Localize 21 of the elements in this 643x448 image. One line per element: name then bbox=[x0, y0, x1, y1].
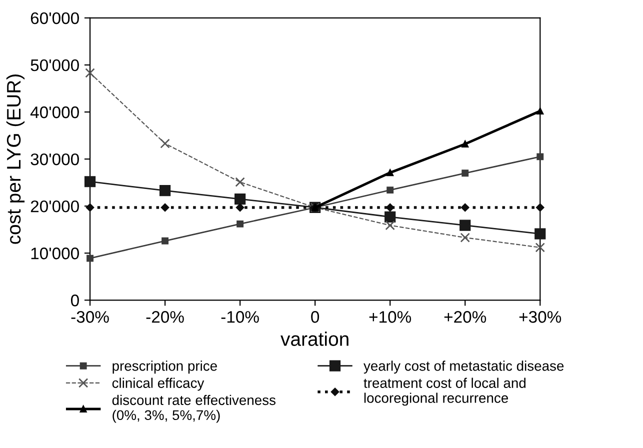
legend-label: yearly cost of metastatic disease bbox=[364, 360, 564, 374]
x-tick-label: -10% bbox=[221, 311, 259, 323]
x-tick-label: 0 bbox=[311, 311, 320, 323]
y-tick-label: 40'000 bbox=[30, 106, 79, 118]
y-tick-label: 10'000 bbox=[31, 248, 79, 260]
y-tick-label: 60'000 bbox=[30, 12, 79, 24]
legend-label: prescription price bbox=[112, 360, 217, 374]
x-axis-title: varation bbox=[280, 332, 348, 346]
x-tick-label: +20% bbox=[444, 311, 486, 323]
x-tick-label: +10% bbox=[369, 311, 412, 323]
legend-label: clinical efficacy bbox=[112, 378, 204, 391]
y-tick-label: 30'000 bbox=[30, 153, 79, 166]
y-tick-label: 0 bbox=[70, 294, 79, 306]
y-tick-label: 50'000 bbox=[30, 59, 79, 72]
y-axis-title: cost per LYG (EUR) bbox=[6, 74, 25, 244]
y-tick-label: 20'000 bbox=[30, 200, 79, 212]
legend-label: treatment cost of local and locoregional recurrence bbox=[364, 378, 526, 406]
x-tick-label: -30% bbox=[71, 311, 109, 323]
x-tick-label: +30% bbox=[519, 311, 562, 323]
legend-label: discount rate effectiveness (0%, 3%, 5%,7%) bbox=[112, 394, 276, 423]
x-tick-label: -20% bbox=[146, 311, 184, 323]
